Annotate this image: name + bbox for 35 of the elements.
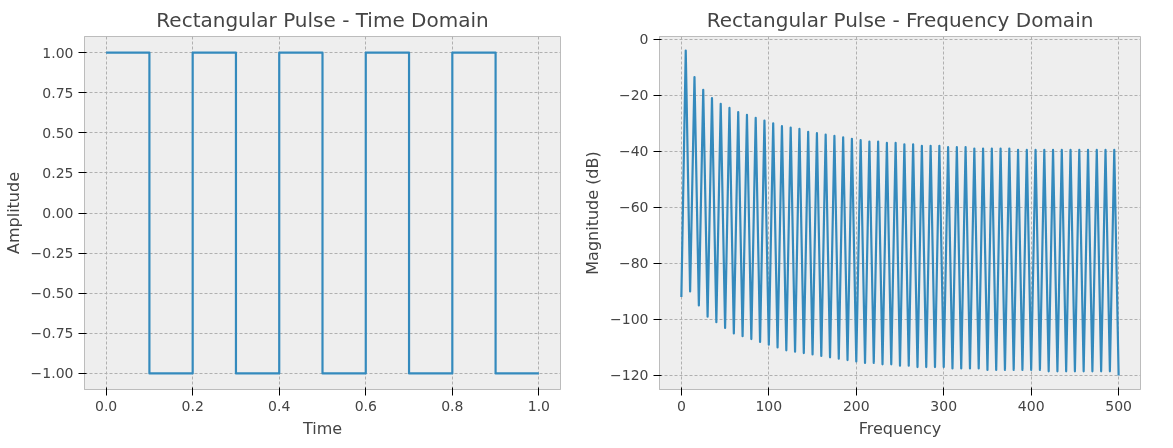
x-tick-label: 200 bbox=[842, 397, 870, 414]
x-tick-label: 400 bbox=[1017, 397, 1045, 414]
y-tick-label: −0.50 bbox=[30, 285, 74, 302]
y-tick-label: −100 bbox=[610, 311, 649, 328]
y-tick-label: −40 bbox=[618, 143, 649, 160]
y-axis-title: Magnitude (dB) bbox=[583, 151, 603, 275]
y-tick-label: −0.25 bbox=[30, 245, 74, 262]
x-tick-label: 0.4 bbox=[268, 397, 291, 414]
y-tick-label: −80 bbox=[618, 255, 649, 272]
y-tick-label: −0.75 bbox=[30, 325, 74, 342]
y-tick-label: −20 bbox=[618, 87, 649, 104]
x-tick-label: 0.8 bbox=[441, 397, 464, 414]
x-tick-label: 0 bbox=[676, 397, 686, 414]
y-tick-label: 0.00 bbox=[42, 205, 74, 221]
x-tick-label: 0.0 bbox=[95, 397, 118, 414]
y-tick-label: 0.50 bbox=[42, 124, 74, 141]
y-tick-label: 0.25 bbox=[42, 164, 74, 181]
y-tick-label: 1.00 bbox=[42, 44, 74, 61]
y-tick-label: 0 bbox=[639, 31, 649, 48]
x-tick-label: 100 bbox=[755, 397, 783, 414]
x-tick-label: 0.2 bbox=[181, 397, 204, 414]
y-tick-label: −1.00 bbox=[30, 365, 74, 382]
line-series bbox=[680, 49, 1120, 377]
x-tick-label: 0.6 bbox=[354, 397, 377, 414]
x-tick-label: 1.0 bbox=[527, 397, 550, 414]
x-tick-label: 300 bbox=[930, 397, 958, 414]
chart-title: Rectangular Pulse - Time Domain bbox=[156, 7, 489, 32]
x-axis-title: Frequency bbox=[858, 418, 942, 438]
y-tick-label: −60 bbox=[618, 199, 649, 216]
x-tick-label: 500 bbox=[1105, 397, 1133, 414]
y-tick-label: −120 bbox=[610, 367, 649, 384]
y-tick-label: 0.75 bbox=[42, 84, 74, 101]
chart-title: Rectangular Pulse - Frequency Domain bbox=[706, 7, 1094, 32]
y-axis-title: Amplitude bbox=[3, 172, 23, 254]
x-axis-title: Time bbox=[301, 418, 343, 438]
